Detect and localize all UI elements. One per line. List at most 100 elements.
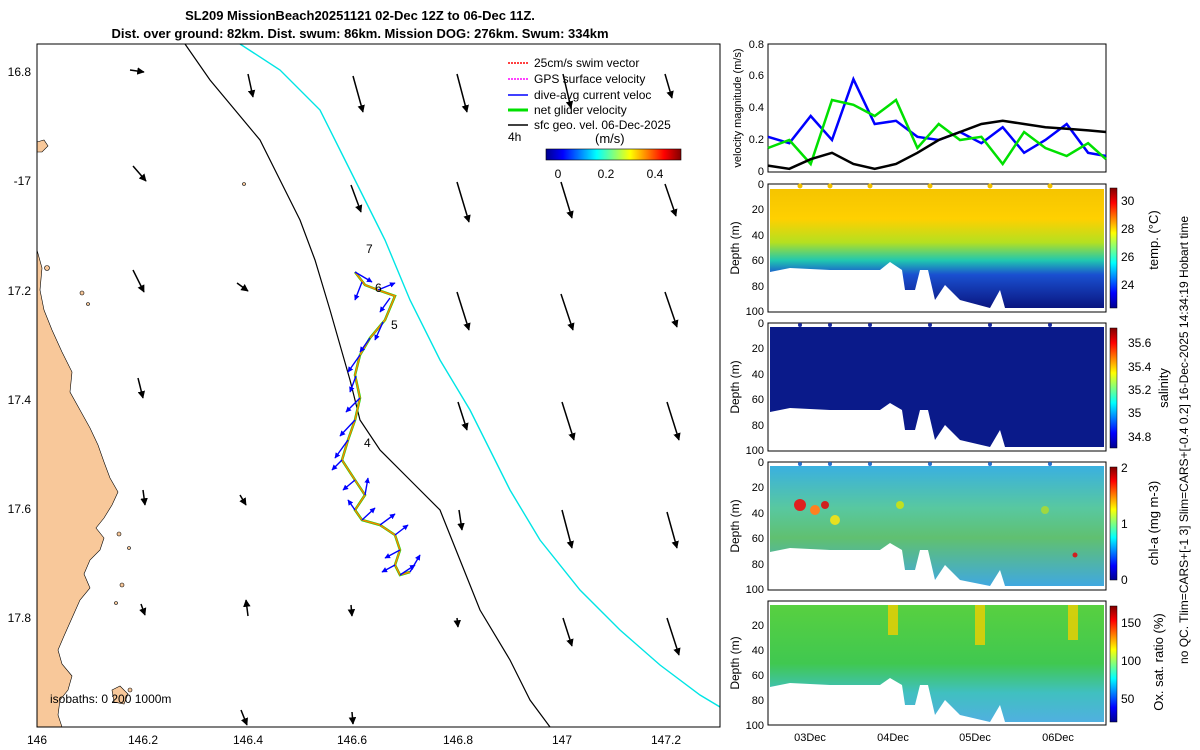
depth-tick: 60: [752, 533, 764, 545]
depth-tick: 80: [752, 281, 764, 293]
sal-cb-tick: 35.6: [1128, 336, 1152, 350]
depth-tick: 60: [752, 394, 764, 406]
depth-tick: 100: [746, 584, 764, 596]
map-y-axis: 16.8 -17 17.2 17.4 17.6 17.8: [8, 65, 32, 625]
sal-cb-tick: 34.8: [1128, 430, 1152, 444]
legend-label: dive-avg current veloc: [534, 88, 651, 102]
temp-cb-label: temp. (°C): [1146, 210, 1161, 269]
depth-tick: 20: [752, 204, 764, 216]
x-tick: 146: [27, 733, 47, 747]
y-tick: -17: [14, 174, 32, 188]
temperature-field: [770, 189, 1104, 308]
depth-tick: 100: [746, 720, 764, 732]
velocity-panel: 0 0.2 0.4 0.6 0.8 velocity magnitude (m/…: [732, 39, 1107, 178]
vel-tick: 0.6: [749, 70, 764, 82]
depth-tick: 40: [752, 369, 764, 381]
velocity-line-1: [767, 98, 1107, 167]
salinity-colorbar: [1109, 327, 1118, 449]
map-panel: 7 6 5 4 isobaths: 0 200 1000m 146 146.2 …: [8, 43, 721, 747]
ox-cb-label: Ox. sat. ratio (%): [1151, 613, 1166, 711]
depth-tick: 40: [752, 645, 764, 657]
x-tick: 147: [552, 733, 572, 747]
geostrophic-vectors: [129, 67, 681, 726]
sal-cb-tick: 35: [1128, 406, 1142, 420]
temp-cb-tick: 30: [1121, 194, 1135, 208]
depth-tick: 100: [746, 306, 764, 318]
isobath-label: isobaths: 0 200 1000m: [50, 692, 171, 706]
depth-tick: 80: [752, 559, 764, 571]
salinity-field: [770, 327, 1104, 447]
depth-tick: 0: [758, 457, 764, 469]
oxygen-field: [770, 605, 1104, 722]
map-x-axis: 146 146.2 146.4 146.6 146.8 147 147.2: [27, 733, 681, 747]
swim-vector-track: [341, 271, 411, 576]
isobath-1000m: [239, 44, 720, 708]
temp-cb-tick: 28: [1121, 222, 1135, 236]
depth-ylabel: Depth (m): [728, 636, 742, 689]
side-note: no QC. Tlim=CARS+[-1 3] Slim=CARS+[-0.4 …: [1177, 216, 1191, 664]
chl-cb-tick: 2: [1121, 461, 1128, 475]
island: [111, 685, 129, 705]
depth-labels: Depth (m) Depth (m) Depth (m) Depth (m): [728, 221, 742, 689]
legend-time: 4h: [508, 130, 521, 144]
temperature-panel: 30 28 26 24 temp. (°C): [767, 183, 1161, 313]
depth-tick: 100: [746, 445, 764, 457]
vel-tick: 0.4: [749, 102, 764, 114]
temperature-surface-dots: [797, 183, 1053, 189]
depth-ylabel: Depth (m): [728, 360, 742, 413]
depth-tick: 0: [758, 179, 764, 191]
x-tick: 146.8: [443, 733, 473, 747]
chlorophyll-field: [770, 466, 1104, 586]
temperature-colorbar: [1109, 187, 1118, 309]
temp-cb-tick: 24: [1121, 278, 1135, 292]
salinity-panel: 35.6 35.4 35.2 35 34.8 salinity: [767, 322, 1171, 452]
ox-cb-tick: 150: [1121, 616, 1141, 630]
x-tick: 146.6: [337, 733, 367, 747]
y-tick: 17.2: [8, 284, 32, 298]
colorbar-tick: 0: [555, 167, 562, 181]
velocity-line-2: [767, 119, 1107, 171]
coastline-land: [37, 249, 119, 727]
oxygen-panel: 150 100 50 Ox. sat. ratio (%): [767, 600, 1166, 726]
day-label: 4: [364, 436, 371, 450]
chl-surface-dots: [798, 462, 1052, 466]
day-label: 6: [375, 281, 382, 295]
depth-tick: 80: [752, 420, 764, 432]
time-tick: 03Dec: [794, 732, 826, 744]
sal-cb-label: salinity: [1156, 368, 1171, 408]
depth-tick: 80: [752, 695, 764, 707]
colorbar-tick: 0.4: [647, 167, 664, 181]
map-axes: [36, 43, 721, 728]
depth-ylabel: Depth (m): [728, 221, 742, 274]
vel-tick: 0.8: [749, 39, 764, 51]
depth-tick: 20: [752, 620, 764, 632]
vel-ylabel: velocity magnitude (m/s): [732, 48, 744, 167]
depth-tick: 40: [752, 230, 764, 242]
chlorophyll-panel: 2 1 0 chl-a (mg m-3): [767, 461, 1161, 591]
legend-label: GPS surface velocity: [534, 72, 645, 86]
ox-cb-tick: 50: [1121, 692, 1135, 706]
depth-tick: 60: [752, 670, 764, 682]
depth-tick: 20: [752, 343, 764, 355]
y-tick: 17.6: [8, 502, 32, 516]
map-legend: 25cm/s swim vector GPS surface velocity …: [508, 56, 682, 181]
chl-cb-tick: 0: [1121, 573, 1128, 587]
x-tick: 146.4: [233, 733, 263, 747]
colorbar-label: (m/s): [595, 131, 625, 146]
velocity-series: [767, 75, 1107, 171]
time-tick: 05Dec: [959, 732, 991, 744]
chl-cb-label: chl-a (mg m-3): [1146, 481, 1161, 566]
depth-ylabel: Depth (m): [728, 499, 742, 552]
oxygen-colorbar: [1109, 605, 1118, 723]
vel-tick: 0: [758, 166, 764, 178]
time-tick: 04Dec: [877, 732, 909, 744]
chl-cb-tick: 1: [1121, 517, 1128, 531]
y-tick: 17.8: [8, 611, 32, 625]
legend-label: net glider velocity: [534, 103, 627, 117]
y-tick: 16.8: [8, 65, 32, 79]
y-tick: 17.4: [8, 393, 32, 407]
vel-tick: 0.2: [749, 134, 764, 146]
small-islands: [44, 182, 246, 693]
figure-title-line1: SL209 MissionBeach20251121 02-Dec 12Z to…: [185, 8, 535, 23]
